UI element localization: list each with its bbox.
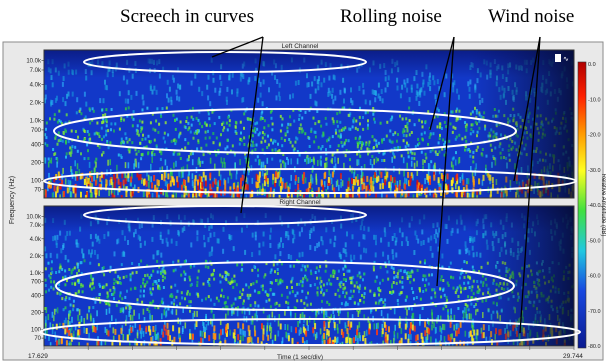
colorbar-tick-label: -70.0 bbox=[588, 309, 601, 315]
bottom-panel-title: Right Channel bbox=[279, 199, 321, 206]
top-frequency-ticks: 10.0k 7.0k 4.0k 2.0k 1.0k 700 400 200 100 70 bbox=[26, 59, 44, 194]
ellipse-wind-top bbox=[43, 168, 577, 194]
svg-text:∿: ∿ bbox=[563, 56, 569, 63]
pointer-screech-2 bbox=[240, 36, 264, 214]
frequency-tick-label: 10.0k bbox=[26, 59, 42, 65]
pointer-lines bbox=[211, 36, 541, 334]
ellipse-rolling-bottom bbox=[55, 261, 515, 311]
pointer-rolling-2 bbox=[436, 36, 455, 287]
cursor-icon: ∿ bbox=[555, 54, 569, 63]
frequency-tick-label: 700 bbox=[31, 128, 42, 134]
frequency-tick-label: 100 bbox=[31, 327, 42, 333]
x-axis-label: Time (1 sec/div) bbox=[277, 354, 323, 361]
ellipse-wind-bottom bbox=[39, 318, 581, 346]
colorbar-ticks: 0.0 -10.0 -20.0 -30.0 -40.0 -50.0 -60.0 -70.0 -8… bbox=[588, 62, 601, 350]
colorbar bbox=[577, 61, 587, 349]
colorbar-tick-label: -40.0 bbox=[588, 203, 601, 209]
frequency-tick-label: 70 bbox=[34, 336, 41, 342]
frequency-tick-label: 200 bbox=[31, 310, 42, 316]
frequency-tick-label: 400 bbox=[31, 293, 42, 299]
ellipse-screech-bottom bbox=[83, 205, 367, 225]
top-panel-title: Left Channel bbox=[282, 43, 319, 50]
colorbar-tick-label: -10.0 bbox=[588, 97, 601, 103]
pointer-wind-1 bbox=[513, 36, 541, 182]
frequency-tick-label: 4.0k bbox=[30, 83, 42, 89]
frequency-tick-label: 200 bbox=[31, 160, 42, 166]
frequency-tick-label: 4.0k bbox=[30, 237, 42, 243]
frequency-tick-label: 7.0k bbox=[30, 68, 42, 74]
frequency-tick-label: 1.0k bbox=[30, 271, 42, 277]
pointer-wind-2 bbox=[519, 36, 541, 334]
ellipse-rolling-top bbox=[53, 108, 517, 154]
bottom-frequency-ticks: 10.0k 7.0k 4.0k 2.0k 1.0k 700 400 200 100 70 bbox=[26, 214, 44, 342]
frequency-tick-label: 100 bbox=[31, 179, 42, 185]
pointer-rolling-1 bbox=[429, 36, 455, 131]
frequency-tick-label: 10.0k bbox=[26, 214, 42, 220]
frequency-tick-label: 2.0k bbox=[30, 254, 42, 260]
colorbar-tick-label: -80.0 bbox=[588, 344, 601, 350]
colorbar-tick-label: -30.0 bbox=[588, 168, 601, 174]
frequency-tick-label: 700 bbox=[31, 280, 42, 286]
x-start-label: 17.629 bbox=[28, 353, 48, 360]
annotation-screech: Screech in curves bbox=[120, 6, 254, 27]
colorbar-tick-label: -60.0 bbox=[588, 274, 601, 280]
colorbar-tick-label: -50.0 bbox=[588, 238, 601, 244]
pointer-screech-1 bbox=[211, 36, 264, 58]
y-axis-label: Frequency (Hz) bbox=[9, 176, 16, 224]
colorbar-tick-label: -20.0 bbox=[588, 133, 601, 139]
colorbar-tick-label: 0.0 bbox=[588, 62, 596, 68]
highlight-ellipses bbox=[39, 51, 581, 346]
frequency-tick-label: 400 bbox=[31, 142, 42, 148]
frequency-tick-label: 70 bbox=[34, 188, 41, 194]
annotation-rolling-noise: Rolling noise bbox=[340, 6, 442, 27]
frequency-tick-label: 1.0k bbox=[30, 119, 42, 125]
frequency-tick-label: 2.0k bbox=[30, 101, 42, 107]
colorbar-label: Relative Amplitude (dB) bbox=[600, 174, 606, 237]
x-end-label: 29.744 bbox=[563, 353, 583, 360]
frequency-tick-label: 7.0k bbox=[30, 223, 42, 229]
annotation-wind-noise: Wind noise bbox=[488, 6, 575, 27]
